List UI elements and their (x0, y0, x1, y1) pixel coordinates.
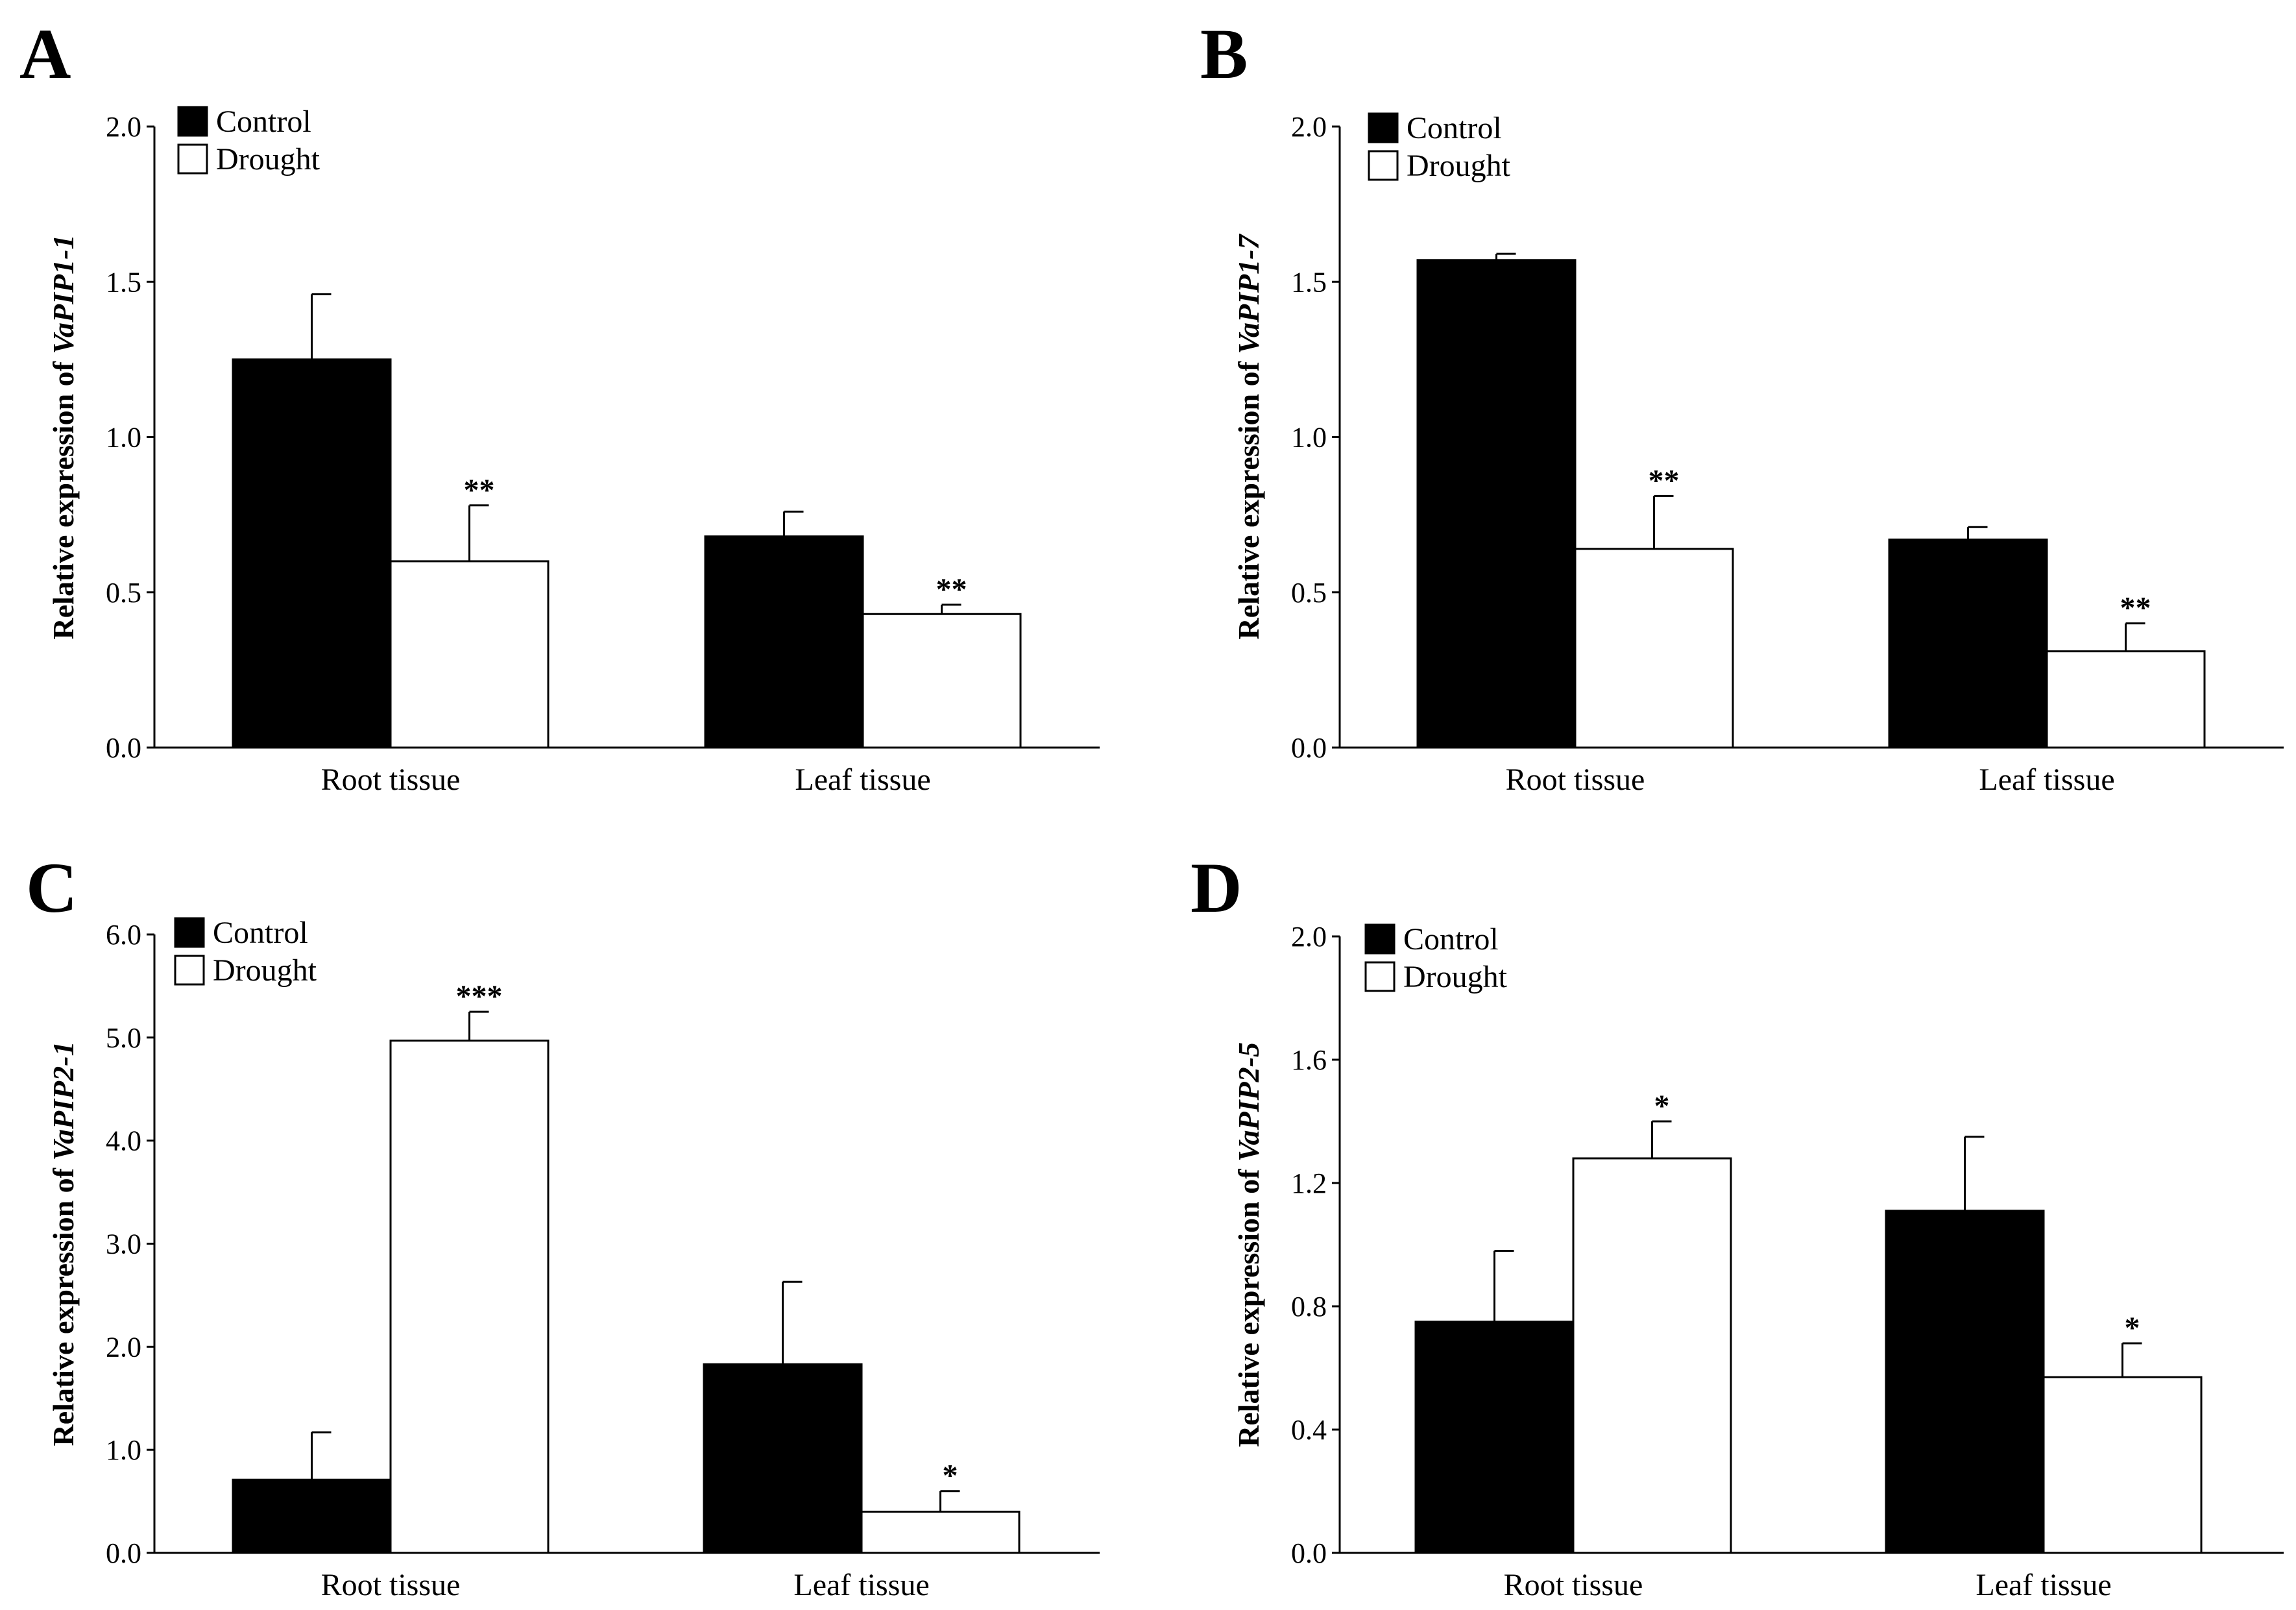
bar-control-root-tissue (232, 358, 392, 749)
y-tick-label: 1.6 (1291, 1044, 1327, 1076)
bar-control-leaf-tissue (1885, 1210, 2045, 1554)
panel-letter: A (19, 14, 71, 93)
legend-label-control: Control (213, 916, 308, 950)
bar-drought-root-tissue (389, 1040, 550, 1554)
y-tick-label: 5.0 (106, 1022, 141, 1054)
y-tick-label: 2.0 (1291, 921, 1327, 953)
significance-label: ** (936, 572, 967, 607)
bar-drought-root-tissue (1574, 548, 1734, 749)
bar-control-leaf-tissue (704, 535, 864, 749)
y-axis-label: Relative expression of VaPIP2-1 (47, 1042, 80, 1446)
y-tick-label: 1.0 (106, 422, 141, 454)
significance-label: ** (464, 473, 495, 507)
y-tick-label: 0.0 (106, 1537, 141, 1569)
y-tick-label: 2.0 (1291, 111, 1327, 143)
y-tick-label: 0.5 (106, 577, 141, 609)
category-label: Root tissue (1506, 762, 1645, 797)
bar-drought-root-tissue (389, 560, 550, 749)
legend-label-control: Control (216, 104, 311, 139)
significance-label: * (2125, 1311, 2140, 1345)
y-axis-label: Relative expression of VaPIP2-5 (1232, 1042, 1265, 1447)
chart-panel-b: B Relative expression of VaPIP1-7 0.0 0.5 1.… (1200, 14, 2284, 797)
y-tick-label: 3.0 (106, 1228, 141, 1260)
bar-control-leaf-tissue (703, 1363, 863, 1554)
chart-panel-d: D Relative expression of VaPIP2-5 0.0 0.4 0.… (1190, 848, 2284, 1602)
significance-label: ** (2120, 591, 2151, 626)
y-tick-label: 6.0 (106, 919, 141, 951)
legend-swatch-drought (174, 955, 205, 986)
legend-label-drought: Drought (1403, 960, 1508, 994)
chart-panel-a: A Relative expression of VaPIP1-1 0.0 0.5 1.… (19, 14, 1100, 797)
legend-swatch-control (1364, 923, 1396, 955)
legend-swatch-drought (177, 143, 208, 175)
y-tick-label: 1.5 (106, 266, 141, 298)
category-label: Root tissue (321, 1568, 461, 1602)
chart-panel-c: C Relative expression of VaPIP2-1 0.0 1.0 2.… (26, 848, 1100, 1602)
significance-label: * (1654, 1089, 1670, 1123)
bar-drought-leaf-tissue (2042, 1376, 2203, 1554)
category-label: Leaf tissue (793, 1568, 929, 1602)
panel-letter: B (1200, 14, 1248, 93)
y-tick-label: 1.0 (106, 1434, 141, 1466)
significance-label: ** (1649, 463, 1680, 498)
y-tick-label: 1.0 (1291, 422, 1327, 454)
y-tick-label: 0.0 (1291, 732, 1327, 764)
y-tick-label: 0.5 (1291, 577, 1327, 609)
panel-letter: D (1190, 848, 1242, 927)
legend-label-control: Control (1407, 111, 1502, 145)
y-axis-label: Relative expression of VaPIP1-1 (47, 235, 80, 640)
category-label: Leaf tissue (1976, 1568, 2111, 1602)
legend-label-drought: Drought (216, 142, 320, 177)
category-label: Root tissue (321, 762, 461, 797)
y-tick-label: 0.0 (106, 732, 141, 764)
y-tick-label: 0.4 (1291, 1414, 1327, 1446)
legend-label-drought: Drought (213, 953, 317, 988)
category-label: Leaf tissue (1979, 762, 2114, 797)
significance-label: *** (456, 979, 503, 1014)
bar-drought-leaf-tissue (2046, 650, 2206, 749)
legend-swatch-control (177, 106, 208, 137)
bar-control-leaf-tissue (1888, 538, 2048, 749)
legend-swatch-control (174, 917, 205, 948)
y-tick-label: 1.2 (1291, 1167, 1327, 1199)
legend-swatch-control (1368, 112, 1399, 143)
legend-swatch-drought (1368, 150, 1399, 181)
bar-drought-leaf-tissue (860, 1510, 1021, 1554)
bar-control-root-tissue (1416, 259, 1577, 749)
significance-label: * (943, 1459, 958, 1493)
y-axis-label: Relative expression of VaPIP1-7 (1232, 234, 1265, 640)
legend-label-drought: Drought (1407, 149, 1511, 183)
legend-swatch-drought (1364, 961, 1396, 992)
bar-drought-root-tissue (1572, 1157, 1732, 1554)
y-tick-label: 4.0 (106, 1125, 141, 1157)
category-label: Leaf tissue (795, 762, 930, 797)
bar-drought-leaf-tissue (862, 613, 1022, 749)
legend-label-control: Control (1403, 922, 1499, 957)
y-tick-label: 1.5 (1291, 266, 1327, 298)
panel-letter: C (26, 848, 77, 927)
y-tick-label: 2.0 (106, 111, 141, 143)
bar-control-root-tissue (232, 1478, 392, 1554)
category-label: Root tissue (1504, 1568, 1643, 1602)
bar-control-root-tissue (1414, 1321, 1575, 1554)
y-tick-label: 0.8 (1291, 1291, 1327, 1323)
y-tick-label: 0.0 (1291, 1537, 1327, 1569)
legend: Control Drought (1368, 111, 1511, 183)
y-tick-label: 2.0 (106, 1331, 141, 1363)
